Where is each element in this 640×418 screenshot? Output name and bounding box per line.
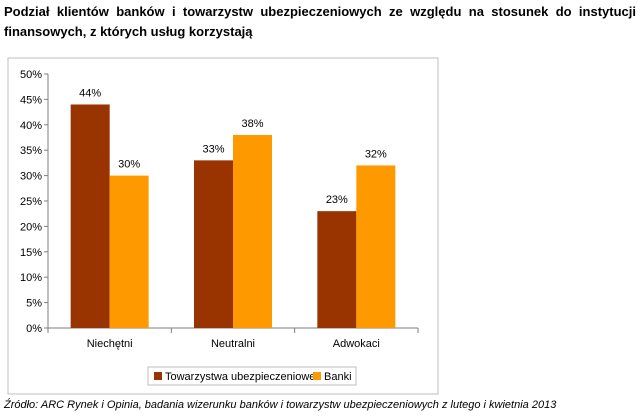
y-axis-ticks: 0% 5% 10% 15% 20% 25% 30% 35% 40% 45% 50% — [20, 69, 48, 335]
bar — [109, 175, 149, 328]
y-tick-label: 15% — [20, 247, 42, 259]
y-tick-label: 30% — [20, 171, 42, 183]
bar — [356, 165, 396, 328]
y-tick-label: 45% — [20, 94, 42, 106]
data-label: 30% — [118, 159, 140, 171]
legend: Towarzystwa ubezpieczeniowe Banki — [147, 366, 357, 386]
category-label: Adwokaci — [333, 338, 380, 350]
bar — [233, 134, 272, 328]
legend-label: Towarzystwa ubezpieczeniowe — [165, 371, 315, 383]
chart-title: Podział klientów banków i towarzystw ube… — [4, 4, 636, 39]
y-tick-label: 20% — [20, 221, 42, 233]
legend-box — [147, 366, 357, 386]
data-label: 38% — [241, 118, 263, 130]
y-tick-label: 5% — [26, 298, 42, 310]
y-tick-label: 10% — [20, 272, 42, 284]
legend-label: Banki — [324, 371, 352, 383]
data-label: 32% — [365, 148, 387, 160]
y-tick-label: 25% — [20, 196, 42, 208]
y-tick-label: 40% — [20, 120, 42, 132]
category-label: Neutralni — [211, 338, 255, 350]
data-labels-group: 44% 30% 33% 38% 23% 32% — [79, 87, 387, 206]
bars-group — [70, 104, 396, 328]
chart-frame — [7, 57, 439, 395]
data-label: 44% — [79, 87, 101, 99]
bar — [317, 211, 357, 328]
y-tick-label: 50% — [20, 69, 42, 81]
source-note: Źródło: ARC Rynek i Opinia, badania wize… — [4, 399, 557, 411]
legend-swatch — [313, 372, 321, 380]
category-label: Niechętni — [87, 338, 133, 350]
y-tick-label: 0% — [26, 323, 42, 335]
data-label: 33% — [202, 143, 224, 155]
bar — [70, 104, 110, 328]
y-tick-label: 35% — [20, 145, 42, 157]
bar — [194, 160, 233, 328]
x-axis-ticks: Niechętni Neutralni Adwokaci — [47, 328, 419, 350]
legend-swatch — [154, 372, 162, 380]
data-label: 23% — [326, 194, 348, 206]
